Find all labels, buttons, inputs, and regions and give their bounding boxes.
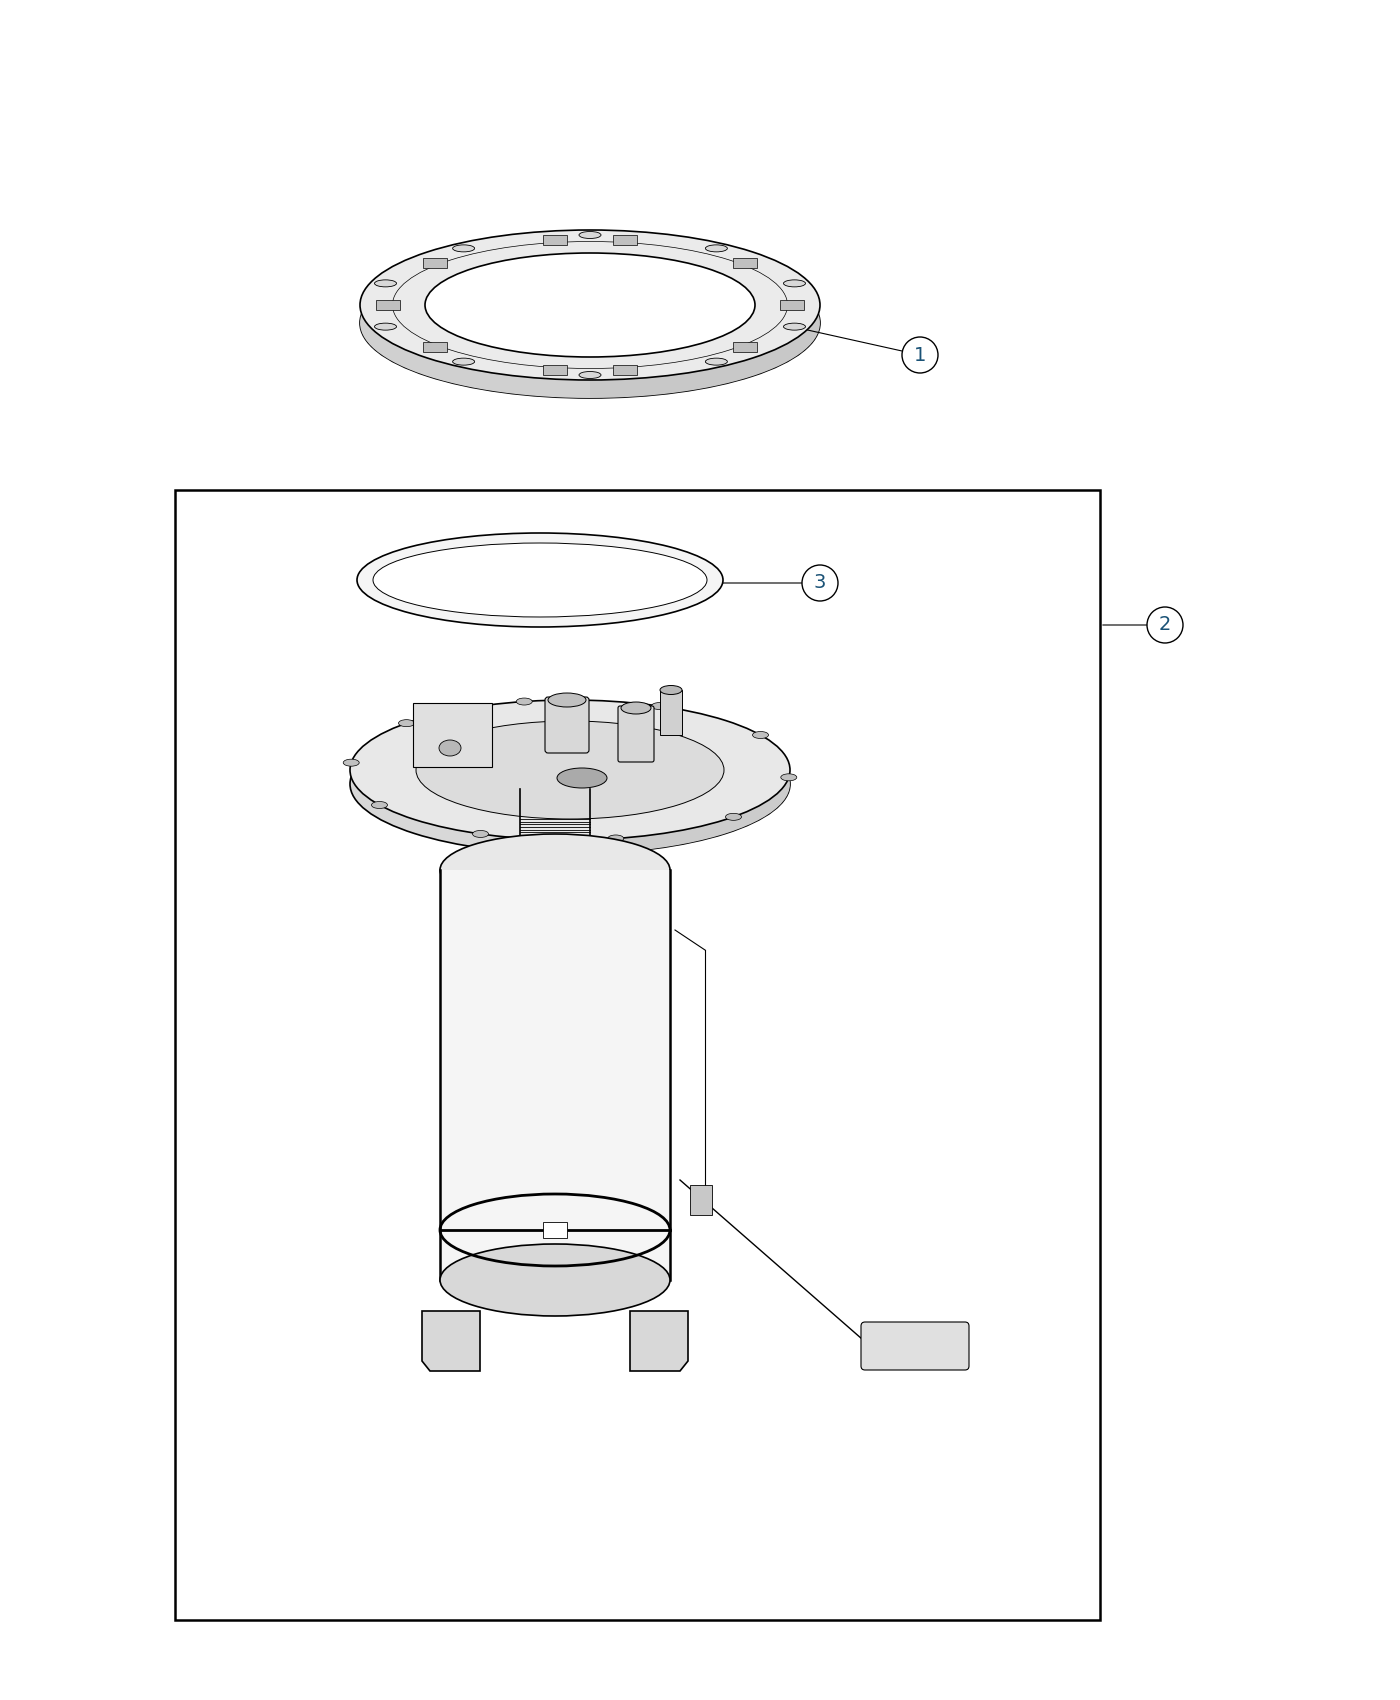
Bar [543, 1222, 567, 1238]
Ellipse shape [375, 280, 396, 287]
Polygon shape [423, 258, 447, 267]
Polygon shape [734, 342, 757, 352]
Ellipse shape [357, 534, 722, 627]
Ellipse shape [371, 801, 388, 809]
Circle shape [1147, 607, 1183, 643]
Polygon shape [570, 700, 790, 853]
Polygon shape [543, 235, 567, 245]
Ellipse shape [725, 813, 742, 821]
Polygon shape [421, 1311, 480, 1370]
Ellipse shape [440, 835, 671, 906]
Ellipse shape [781, 774, 797, 780]
Polygon shape [543, 366, 567, 376]
Ellipse shape [440, 740, 461, 756]
Ellipse shape [360, 248, 820, 398]
Ellipse shape [622, 702, 651, 714]
Ellipse shape [784, 280, 805, 287]
Ellipse shape [426, 270, 755, 376]
Polygon shape [360, 230, 589, 398]
FancyBboxPatch shape [617, 706, 654, 762]
Ellipse shape [608, 835, 624, 841]
Text: 3: 3 [813, 573, 826, 593]
Text: 1: 1 [914, 345, 927, 364]
FancyBboxPatch shape [413, 704, 491, 767]
Ellipse shape [360, 230, 820, 381]
Circle shape [902, 337, 938, 372]
Ellipse shape [557, 768, 608, 789]
Bar [690, 1185, 713, 1216]
Circle shape [802, 564, 839, 602]
Polygon shape [613, 366, 637, 376]
Ellipse shape [659, 685, 682, 695]
FancyBboxPatch shape [861, 1323, 969, 1370]
Bar [659, 690, 682, 734]
Ellipse shape [452, 245, 475, 252]
Ellipse shape [753, 731, 769, 738]
Ellipse shape [426, 253, 755, 357]
Ellipse shape [580, 231, 601, 238]
Ellipse shape [473, 830, 489, 838]
Ellipse shape [343, 760, 360, 767]
Ellipse shape [440, 1244, 671, 1316]
Bar [540, 843, 570, 862]
Ellipse shape [706, 359, 728, 366]
Ellipse shape [517, 699, 532, 705]
Polygon shape [780, 299, 805, 309]
Polygon shape [589, 230, 820, 398]
Text: 2: 2 [1159, 615, 1172, 634]
Polygon shape [630, 1311, 687, 1370]
Ellipse shape [784, 323, 805, 330]
Polygon shape [440, 870, 671, 1280]
Polygon shape [423, 342, 447, 352]
Ellipse shape [350, 714, 790, 853]
Polygon shape [375, 299, 399, 309]
Ellipse shape [452, 359, 475, 366]
Ellipse shape [372, 542, 707, 617]
Ellipse shape [706, 245, 728, 252]
Polygon shape [613, 235, 637, 245]
Ellipse shape [651, 702, 668, 709]
Ellipse shape [350, 700, 790, 840]
FancyBboxPatch shape [545, 697, 589, 753]
Ellipse shape [416, 721, 724, 819]
Bar [175, 490, 1100, 1620]
Ellipse shape [375, 323, 396, 330]
Ellipse shape [547, 694, 587, 707]
Polygon shape [734, 258, 757, 267]
Ellipse shape [399, 719, 414, 726]
Ellipse shape [580, 372, 601, 379]
